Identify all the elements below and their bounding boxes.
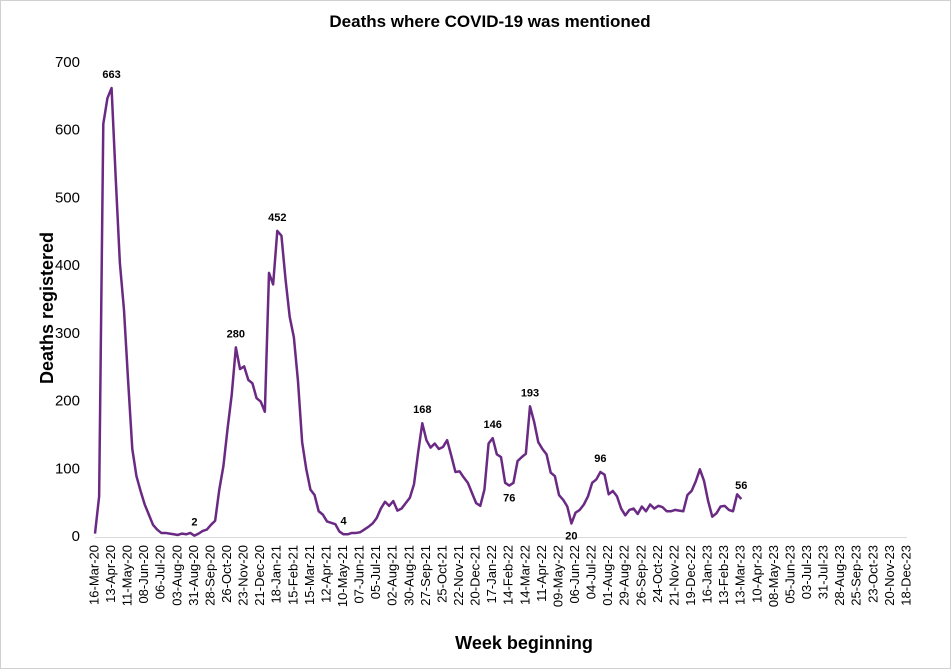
data-label: 452 bbox=[268, 212, 286, 224]
y-tick-label: 200 bbox=[55, 393, 80, 410]
x-tick-label: 18-Jan-21 bbox=[269, 545, 284, 604]
x-tick-label: 23-Oct-23 bbox=[865, 545, 880, 603]
y-axis-label: Deaths registered bbox=[37, 232, 57, 384]
data-label: 2 bbox=[191, 517, 197, 529]
data-line bbox=[93, 86, 743, 537]
x-tick-label: 09-May-22 bbox=[550, 545, 565, 607]
x-tick-label: 19-Dec-22 bbox=[683, 545, 698, 606]
y-tick-label: 500 bbox=[55, 189, 80, 206]
x-tick-label: 13-Apr-20 bbox=[103, 545, 118, 603]
x-tick-label: 14-Mar-22 bbox=[517, 545, 532, 605]
x-tick-label: 03-Jul-23 bbox=[799, 545, 814, 599]
data-label: 168 bbox=[413, 404, 431, 416]
y-tick-label: 300 bbox=[55, 325, 80, 342]
data-label: 4 bbox=[341, 515, 348, 527]
x-tick-label: 13-Mar-23 bbox=[733, 545, 748, 605]
x-tick-label: 07-Jun-21 bbox=[352, 545, 367, 604]
x-tick-label: 31-Aug-20 bbox=[186, 545, 201, 606]
data-label: 56 bbox=[735, 480, 747, 492]
x-axis-label: Week beginning bbox=[455, 633, 593, 653]
x-tick-label: 08-Jun-20 bbox=[136, 545, 151, 604]
x-tick-label: 11-May-20 bbox=[120, 545, 135, 606]
x-tick-label: 31-Jul-23 bbox=[816, 545, 831, 599]
y-tick-label: 400 bbox=[55, 257, 80, 274]
data-label: 280 bbox=[227, 328, 245, 340]
x-tick-label: 13-Feb-23 bbox=[716, 545, 731, 605]
x-tick-label: 26-Oct-20 bbox=[219, 545, 234, 603]
x-tick-label: 05-Jul-21 bbox=[368, 545, 383, 599]
x-tick-label: 15-Mar-21 bbox=[302, 545, 317, 605]
data-label: 146 bbox=[484, 419, 502, 431]
x-tick-label: 16-Mar-20 bbox=[86, 545, 101, 605]
y-tick-label: 600 bbox=[55, 122, 80, 139]
y-tick-label: 100 bbox=[55, 460, 80, 477]
x-tick-label: 21-Nov-22 bbox=[666, 545, 681, 606]
x-tick-label: 04-Jul-22 bbox=[584, 545, 599, 599]
x-tick-label: 14-Feb-22 bbox=[501, 545, 516, 605]
x-tick-label: 20-Dec-21 bbox=[468, 545, 483, 606]
x-tick-label: 30-Aug-21 bbox=[401, 545, 416, 606]
x-tick-label: 23-Nov-20 bbox=[236, 545, 251, 606]
x-tick-label: 05-Jun-23 bbox=[782, 545, 797, 604]
x-tick-label: 27-Sep-21 bbox=[418, 545, 433, 606]
x-tick-label: 11-Apr-22 bbox=[534, 545, 549, 602]
x-tick-label: 08-May-23 bbox=[766, 545, 781, 607]
x-tick-label: 10-Apr-23 bbox=[749, 545, 764, 603]
x-tick-label: 12-Apr-21 bbox=[318, 545, 333, 603]
x-tick-label: 24-Oct-22 bbox=[650, 545, 665, 603]
data-label: 96 bbox=[594, 453, 606, 465]
x-tick-label: 28-Sep-20 bbox=[202, 545, 217, 606]
x-tick-label: 22-Nov-21 bbox=[451, 545, 466, 606]
x-tick-label: 17-Jan-22 bbox=[484, 545, 499, 604]
data-label: 20 bbox=[565, 530, 577, 542]
x-tick-label: 15-Feb-21 bbox=[285, 545, 300, 605]
x-tick-label: 25-Sep-23 bbox=[849, 545, 864, 606]
x-tick-label: 03-Aug-20 bbox=[169, 545, 184, 606]
x-tick-label: 28-Aug-23 bbox=[832, 545, 847, 606]
data-label: 193 bbox=[521, 387, 539, 399]
x-tick-label: 26-Sep-22 bbox=[633, 545, 648, 606]
data-label: 76 bbox=[503, 493, 515, 505]
y-tick-label: 700 bbox=[55, 54, 80, 71]
x-tick-label: 25-Oct-21 bbox=[434, 545, 449, 603]
x-tick-label: 29-Aug-22 bbox=[617, 545, 632, 606]
x-tick-label: 02-Aug-21 bbox=[385, 545, 400, 606]
x-tick-label: 01-Aug-22 bbox=[600, 545, 615, 606]
data-label: 663 bbox=[102, 69, 120, 81]
chart-title: Deaths where COVID-19 was mentioned bbox=[329, 12, 650, 31]
x-tick-label: 20-Nov-23 bbox=[882, 545, 897, 606]
x-tick-label: 10-May-21 bbox=[335, 545, 350, 607]
x-tick-label: 06-Jun-22 bbox=[567, 545, 582, 604]
x-tick-label: 18-Dec-23 bbox=[898, 545, 913, 606]
x-tick-label: 06-Jul-20 bbox=[153, 545, 168, 599]
x-tick-label: 16-Jan-23 bbox=[700, 545, 715, 604]
y-tick-label: 0 bbox=[72, 528, 80, 545]
x-tick-label: 21-Dec-20 bbox=[252, 545, 267, 606]
